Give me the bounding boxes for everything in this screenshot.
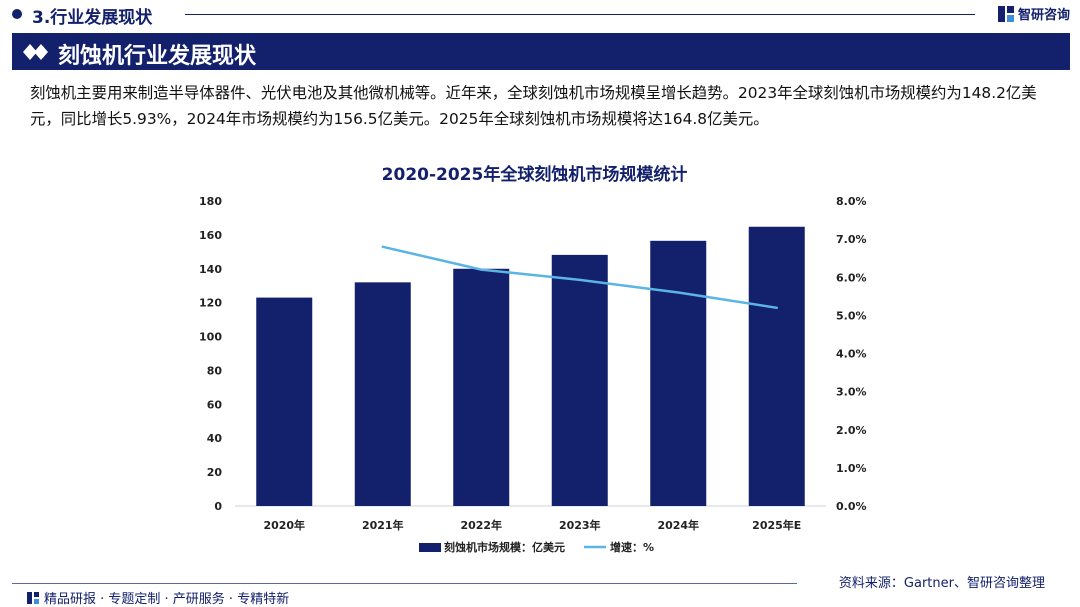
y-right-tick-label: 3.0% [836, 386, 867, 399]
bar-1 [354, 282, 411, 506]
y-right-tick-label: 4.0% [836, 348, 867, 361]
legend-bar-label: 刻蚀机市场规模：亿美元 [444, 540, 565, 554]
footer-logo-icon [27, 591, 39, 604]
y-right-tick-label: 1.0% [836, 462, 867, 475]
x-tick-label: 2020年 [263, 518, 305, 532]
y-left-tick-label: 120 [199, 297, 222, 310]
banner-title: 刻蚀机行业发展现状 [58, 44, 257, 69]
y-right-tick-label: 2.0% [836, 424, 867, 437]
y-right-tick-label: 8.0% [836, 195, 867, 208]
footer-services: 精品研报 · 专题定制 · 产研服务 · 专精特新 [26, 588, 289, 607]
footer-divider [12, 583, 797, 584]
logo-text: 智研咨询 [1017, 8, 1070, 23]
x-tick-label: 2025年E [752, 518, 801, 532]
title-banner: 刻蚀机行业发展现状 [12, 33, 1070, 70]
market-size-chart: 2020-2025年全球刻蚀机市场规模统计 0 20 40 60 80 100 120 140 1… [199, 164, 867, 554]
chart-title: 2020-2025年全球刻蚀机市场规模统计 [382, 164, 688, 185]
bar-0 [256, 297, 313, 506]
double-diamond-icon [23, 44, 48, 60]
section-title: 3.行业发展现状 [32, 8, 153, 28]
header-divider [185, 14, 975, 15]
growth-rate-line [381, 245, 779, 310]
bar-2 [453, 268, 510, 506]
logo-icon [997, 5, 1014, 22]
x-tick-label: 2023年 [559, 518, 601, 532]
y-left-tick-label: 160 [199, 229, 222, 242]
bullet-dot-icon [12, 9, 22, 19]
x-tick-label: 2022年 [460, 518, 502, 532]
x-tick-label: 2021年 [362, 518, 404, 532]
brand-logo: 智研咨询 [997, 4, 1070, 23]
y-right-tick-label: 6.0% [836, 271, 867, 284]
y-left-tick-label: 80 [207, 364, 223, 377]
bar-4 [650, 240, 707, 506]
bar-3 [551, 254, 608, 506]
legend-line-label: 增速：% [610, 540, 654, 554]
x-tick-label: 2024年 [657, 518, 699, 532]
y-left-tick-label: 60 [207, 398, 223, 411]
y-left-tick-label: 40 [207, 432, 223, 445]
legend-bar-swatch [419, 543, 441, 552]
y-left-tick-label: 0 [214, 500, 222, 513]
y-right-tick-label: 0.0% [836, 500, 867, 513]
y-right-tick-label: 5.0% [836, 309, 867, 322]
y-left-tick-label: 140 [199, 263, 222, 276]
y-left-tick-label: 180 [199, 195, 222, 208]
source-note: 资料来源：Gartner、智研咨询整理 [838, 576, 1045, 591]
y-right-tick-label: 7.0% [836, 233, 867, 246]
top-bar: 3.行业发展现状 智研咨询 [0, 0, 1080, 30]
y-left-tick-label: 100 [199, 331, 222, 344]
description-text: 刻蚀机主要用来制造半导体器件、光伏电池及其他微机械等。近年来，全球刻蚀机市场规模… [30, 84, 1037, 128]
footer-services-text: 精品研报 · 专题定制 · 产研服务 · 专精特新 [44, 592, 290, 607]
y-left-tick-label: 20 [207, 466, 223, 479]
bar-5 [748, 226, 805, 506]
